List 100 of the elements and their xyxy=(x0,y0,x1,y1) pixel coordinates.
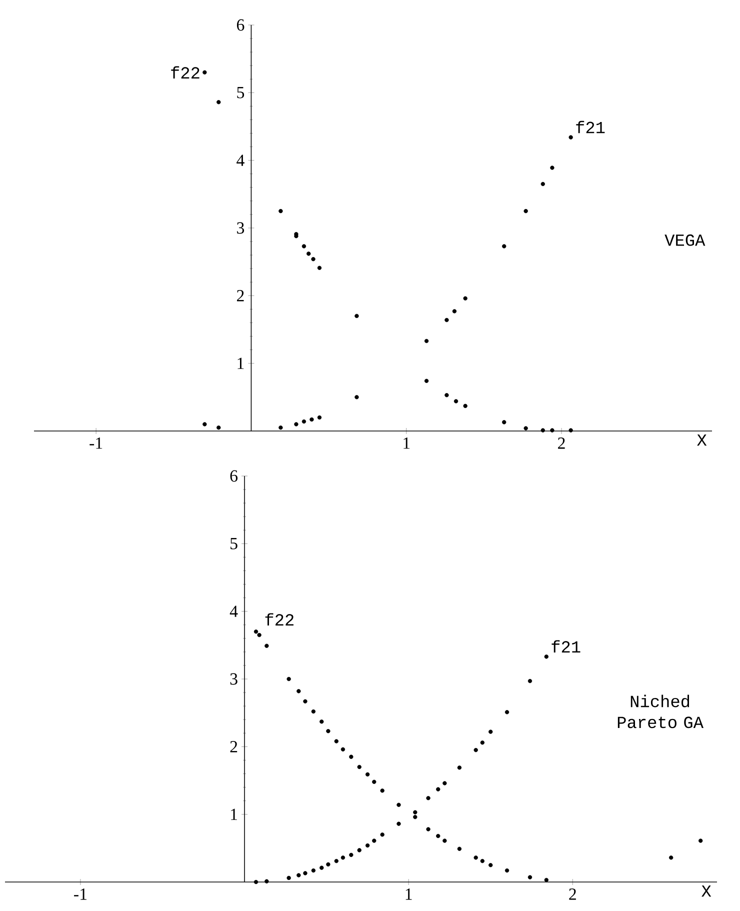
point xyxy=(311,257,316,262)
point xyxy=(488,862,493,868)
y-tick-label: 3 xyxy=(230,673,238,685)
point xyxy=(413,814,418,820)
point xyxy=(463,404,468,408)
x-tick-label: -1 xyxy=(90,437,102,449)
point xyxy=(454,399,458,404)
point xyxy=(372,838,376,843)
point xyxy=(668,856,674,860)
point xyxy=(216,426,221,430)
point xyxy=(488,730,493,734)
point xyxy=(216,100,221,104)
point xyxy=(254,630,258,634)
point xyxy=(357,764,362,770)
point xyxy=(502,244,506,248)
point xyxy=(202,70,207,74)
y-tick-label: 5 xyxy=(237,87,244,98)
point xyxy=(544,878,548,882)
point xyxy=(436,834,440,838)
point xyxy=(504,710,510,714)
y-tick-label: 1 xyxy=(231,808,237,820)
x-tick-label: 2 xyxy=(558,438,565,449)
point xyxy=(474,856,478,860)
point xyxy=(296,873,301,878)
point xyxy=(317,266,322,270)
x-tick-label: 2 xyxy=(569,888,576,900)
point xyxy=(326,729,330,734)
point xyxy=(444,318,449,322)
point xyxy=(365,843,370,848)
point xyxy=(311,868,316,873)
point xyxy=(340,747,346,752)
point xyxy=(524,426,528,430)
point xyxy=(568,135,573,140)
point xyxy=(413,810,418,814)
point xyxy=(426,796,430,800)
point xyxy=(540,428,545,432)
point xyxy=(334,858,338,864)
point xyxy=(424,338,429,344)
y-tick-label: 6 xyxy=(230,470,238,482)
point xyxy=(528,875,532,880)
point xyxy=(698,838,703,843)
point xyxy=(202,422,207,426)
point xyxy=(320,866,324,870)
point xyxy=(326,862,330,866)
point xyxy=(457,766,462,770)
point xyxy=(452,309,457,314)
point xyxy=(303,699,308,704)
annotation: VEGA xyxy=(664,234,706,246)
point xyxy=(357,848,362,852)
point xyxy=(457,846,462,851)
point xyxy=(257,632,262,638)
x-tick-label: 1 xyxy=(404,437,410,449)
point xyxy=(296,689,301,694)
point xyxy=(310,417,314,422)
point xyxy=(349,754,354,759)
point xyxy=(302,419,306,424)
x-axis-title: X xyxy=(697,434,707,446)
point xyxy=(365,772,370,776)
point xyxy=(480,740,484,745)
point xyxy=(303,871,308,876)
point xyxy=(311,709,316,714)
x-tick-label: -1 xyxy=(74,888,87,900)
point xyxy=(444,393,449,398)
series-label: f21 xyxy=(552,640,580,652)
point xyxy=(320,720,324,724)
point xyxy=(463,296,468,300)
point xyxy=(540,182,545,186)
point xyxy=(396,802,401,807)
point xyxy=(306,252,311,256)
y-tick-label: 4 xyxy=(236,154,244,166)
series-label: f22 xyxy=(265,613,294,626)
point xyxy=(278,208,283,214)
point xyxy=(426,827,430,832)
y-tick-label: 6 xyxy=(236,19,244,31)
point xyxy=(340,856,346,860)
point xyxy=(349,852,354,858)
y-tick-label: 2 xyxy=(236,290,244,302)
annotation: Niched Pareto GA xyxy=(618,694,704,728)
point xyxy=(442,838,447,843)
point xyxy=(474,748,478,752)
series-label: f21 xyxy=(576,120,605,134)
point xyxy=(550,428,554,432)
x-axis-title: X xyxy=(702,886,712,897)
point xyxy=(550,166,554,170)
y-tick-label: 5 xyxy=(230,538,238,550)
point xyxy=(294,422,298,426)
x-tick-label: 1 xyxy=(406,888,412,900)
point xyxy=(480,858,484,864)
point xyxy=(264,644,269,648)
point xyxy=(354,395,359,400)
y-tick-label: 3 xyxy=(237,222,244,234)
y-tick-label: 1 xyxy=(238,358,244,369)
point xyxy=(436,787,440,792)
point xyxy=(286,676,291,682)
point xyxy=(380,832,384,837)
series-label: f22 xyxy=(171,66,200,78)
point xyxy=(317,415,322,420)
point xyxy=(504,868,510,873)
point xyxy=(334,739,338,744)
point xyxy=(254,880,258,884)
